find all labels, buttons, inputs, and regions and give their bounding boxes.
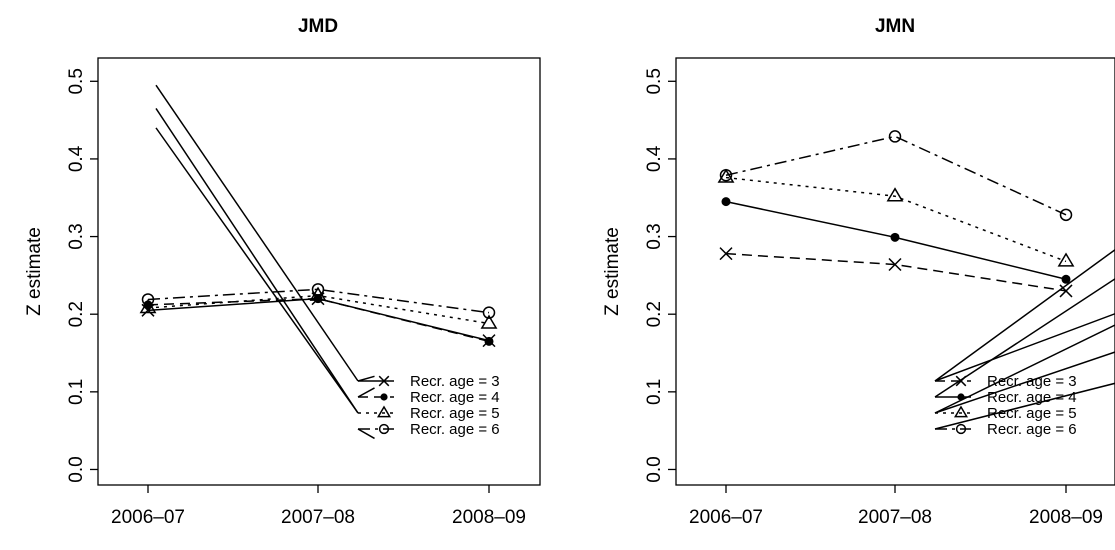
x-tick-label: 2007–08 xyxy=(858,507,932,528)
legend-marker xyxy=(957,393,965,401)
chart-title: JMN xyxy=(875,16,915,37)
leader-line xyxy=(357,428,375,440)
legend-label: Recr. age = 3 xyxy=(987,373,1077,390)
legend-label: Recr. age = 3 xyxy=(410,373,500,390)
data-point xyxy=(1059,284,1073,298)
y-tick-label: 0.5 xyxy=(644,68,665,94)
data-point xyxy=(141,293,155,306)
leader-line xyxy=(934,382,1115,430)
data-point xyxy=(888,130,902,143)
data-point xyxy=(480,314,498,329)
legend-label: Recr. age = 4 xyxy=(987,389,1077,406)
series-line-5 xyxy=(725,176,1067,263)
legend-label: Recr. age = 5 xyxy=(987,405,1077,422)
data-point xyxy=(311,283,325,296)
y-tick-label: 0.2 xyxy=(644,301,665,327)
leader-line xyxy=(934,312,1115,382)
leader-line xyxy=(155,108,359,414)
y-tick-label: 0.4 xyxy=(66,145,87,172)
legend-marker xyxy=(378,375,390,387)
y-tick-label: 0.1 xyxy=(644,379,665,405)
y-tick-label: 0.3 xyxy=(644,223,665,249)
data-point xyxy=(890,232,900,242)
y-tick-label: 0.3 xyxy=(66,223,87,249)
legend-marker xyxy=(953,405,969,418)
chart-panel-jmn: JMN 0.0 0.1 0.2 0.3 0.4 0.5 Z estimate 2006–07 20… xyxy=(602,16,1115,528)
series-line-3 xyxy=(147,297,490,342)
legend-label: Recr. age = 4 xyxy=(410,389,500,406)
data-point xyxy=(719,247,733,261)
chart-panel-jmd: JMD 0.0 0.1 0.2 0.3 0.4 0.5 Z estimate 2006–07 20… xyxy=(24,16,541,528)
data-point xyxy=(1057,252,1075,267)
y-tick-label: 0.4 xyxy=(644,145,665,172)
x-tick-label: 2006–07 xyxy=(111,507,185,528)
leader-line xyxy=(934,324,1115,414)
data-point xyxy=(1061,274,1071,284)
data-point xyxy=(888,257,902,272)
chart-title: JMD xyxy=(298,16,338,37)
x-tick-label: 2007–08 xyxy=(281,507,355,528)
data-point xyxy=(1059,208,1073,222)
data-point xyxy=(886,187,904,202)
x-tick-label: 2008–09 xyxy=(1029,507,1103,528)
data-point xyxy=(717,168,735,183)
y-tick-label: 0.2 xyxy=(66,301,87,327)
legend-marker xyxy=(376,405,392,418)
plot-frame xyxy=(97,57,541,486)
legend-marker xyxy=(955,375,967,387)
leader-line xyxy=(934,248,1115,382)
data-point xyxy=(313,294,323,304)
series-line-3 xyxy=(725,252,1067,292)
legend-marker xyxy=(955,423,967,435)
leader-line xyxy=(934,351,1115,414)
legend-label: Recr. age = 5 xyxy=(410,405,500,422)
x-tick-label: 2008–09 xyxy=(452,507,526,528)
data-point xyxy=(719,168,733,182)
y-tick-label: 0.5 xyxy=(66,68,87,94)
series-line-6 xyxy=(147,288,490,314)
leader-line xyxy=(934,277,1115,398)
data-point xyxy=(484,336,494,346)
leader-line xyxy=(155,84,359,382)
legend-marker xyxy=(380,393,388,401)
series-line-6 xyxy=(725,135,1067,216)
legend-label: Recr. age = 6 xyxy=(987,421,1077,438)
y-axis-label: Z estimate xyxy=(24,227,45,316)
y-tick-label: 0.0 xyxy=(644,456,665,482)
data-point xyxy=(482,306,496,319)
leader-line xyxy=(155,127,359,414)
series-line-4 xyxy=(147,297,490,343)
data-point xyxy=(139,299,157,314)
leader-line xyxy=(357,387,375,398)
y-axis-label: Z estimate xyxy=(602,227,623,316)
y-tick-label: 0.1 xyxy=(66,379,87,405)
y-tick-label: 0.0 xyxy=(66,456,87,482)
data-point xyxy=(721,197,731,207)
legend-marker xyxy=(378,423,390,435)
x-tick-label: 2006–07 xyxy=(689,507,763,528)
leader-line xyxy=(357,375,375,382)
legend-label: Recr. age = 6 xyxy=(410,421,500,438)
